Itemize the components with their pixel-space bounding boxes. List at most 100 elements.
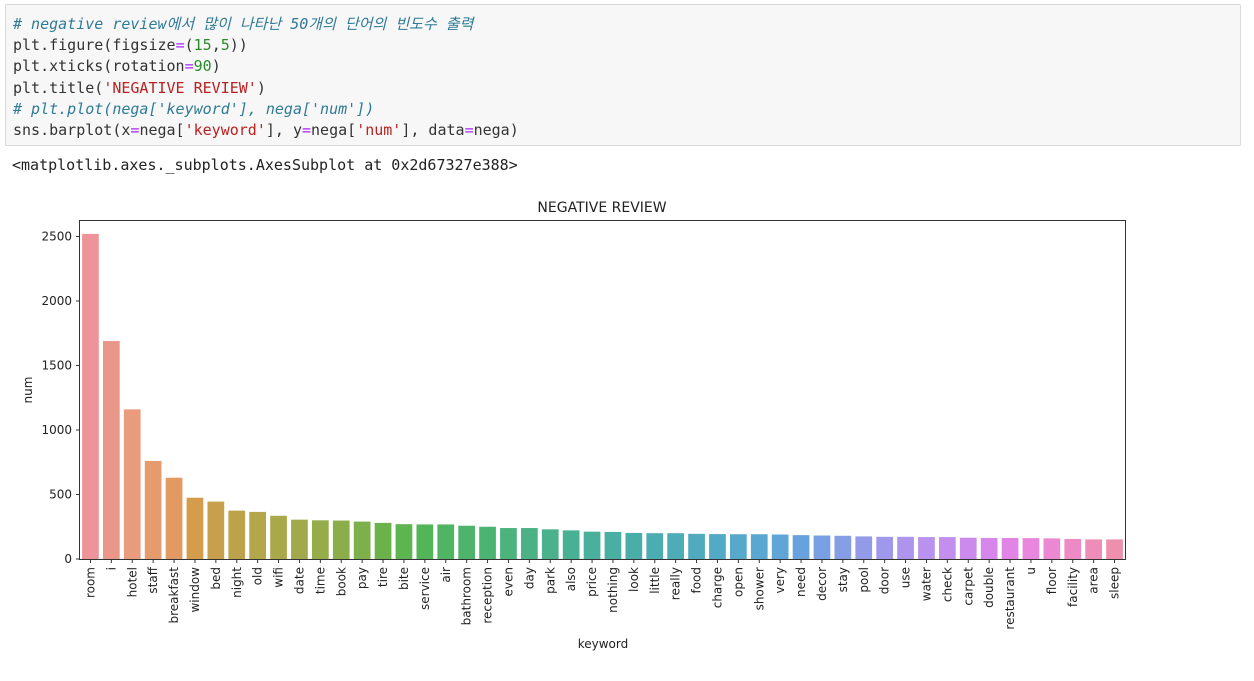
code-token: ], data: [401, 120, 465, 139]
x-tick-label: hotel: [125, 567, 139, 597]
bar-little: [646, 533, 664, 559]
bar-tire: [374, 522, 392, 559]
x-tick-label: old: [251, 567, 265, 585]
x-tick-label: day: [522, 567, 536, 589]
code-token: ): [211, 57, 221, 76]
bar-double: [980, 537, 998, 559]
bar-floor: [1043, 538, 1061, 559]
bar-chart: NEGATIVE REVIEW num keyword 0 500 1000 1500…: [21, 200, 1126, 651]
code-token: 'num': [356, 120, 402, 139]
code-line: # plt.plot(nega['keyword'], nega['num']): [13, 99, 519, 120]
bar-open: [729, 534, 747, 559]
bar-u: [1022, 538, 1040, 559]
x-tick-label: u: [1024, 567, 1038, 575]
bar-breakfast: [165, 477, 183, 559]
y-axis: 0 500 1000 1500 2000 2500: [41, 229, 80, 566]
code-token: plt.figure(figsize: [13, 36, 176, 55]
bar-nothing: [604, 531, 622, 559]
x-tick-label: service: [418, 567, 432, 610]
bar-stay: [834, 535, 852, 559]
x-tick-label: wifi: [272, 567, 286, 588]
bar-room: [82, 233, 99, 559]
code-token: (: [184, 36, 194, 55]
y-tick-label: 500: [49, 487, 72, 501]
x-tick-label: check: [940, 567, 954, 602]
x-tick-label: i: [104, 567, 118, 570]
x-tick-label: time: [313, 567, 327, 594]
x-axis-label: keyword: [578, 637, 629, 651]
bar-use: [897, 536, 914, 559]
bar-look: [625, 532, 643, 559]
y-tick-label: 2500: [41, 229, 72, 243]
x-tick-label: book: [334, 567, 348, 596]
y-axis-label: num: [21, 377, 35, 404]
x-tick-label: charge: [710, 567, 724, 608]
x-tick-label: nothing: [606, 567, 620, 613]
code-token: sns.barplot(x: [13, 120, 131, 139]
bar-bed: [207, 501, 225, 559]
x-tick-label: air: [439, 567, 453, 583]
bar-area: [1085, 539, 1103, 559]
code-line: sns.barplot(x=nega['keyword'], y=nega['n…: [13, 120, 519, 141]
code-cell-input[interactable]: # negative review에서 많이 나타난 50개의 단어의 빈도수 …: [5, 4, 1241, 146]
x-tick-label: need: [794, 567, 808, 597]
code-token: nega[: [311, 120, 357, 139]
x-tick-label: also: [564, 567, 578, 591]
code-token: 'NEGATIVE REVIEW': [103, 78, 257, 97]
code-line: plt.title('NEGATIVE REVIEW'): [13, 78, 519, 99]
code-editor[interactable]: # negative review에서 많이 나타난 50개의 단어의 빈도수 …: [13, 14, 519, 141]
x-tick-label: little: [648, 567, 662, 594]
bar-date: [291, 519, 308, 559]
x-tick-label: really: [669, 567, 683, 600]
code-token: =: [175, 36, 185, 55]
x-tick-label: decor: [815, 567, 829, 601]
x-tick-label: pay: [355, 567, 369, 589]
bar-sleep: [1106, 539, 1123, 559]
bar-decor: [813, 535, 831, 559]
x-tick-label: breakfast: [167, 567, 181, 624]
x-tick-label: sleep: [1108, 567, 1122, 599]
x-tick-label: reception: [481, 567, 495, 624]
x-tick-label: pool: [857, 567, 871, 593]
bar-old: [249, 511, 267, 559]
bar-bathroom: [458, 525, 476, 559]
x-tick-label: park: [543, 567, 557, 594]
code-token: # plt.plot(nega['keyword'], nega['num']): [13, 99, 375, 118]
bar-even: [500, 528, 517, 559]
x-tick-label: food: [690, 567, 704, 594]
bars-group: [82, 233, 1123, 559]
bar-very: [771, 534, 789, 559]
code-token: 90: [193, 57, 212, 76]
bar-bite: [395, 524, 413, 559]
x-tick-label: date: [292, 567, 306, 594]
code-token: nega): [473, 120, 519, 139]
x-tick-label: floor: [1045, 567, 1059, 594]
x-tick-label: bathroom: [460, 567, 474, 625]
code-line: # negative review에서 많이 나타난 50개의 단어의 빈도수 …: [13, 14, 519, 35]
x-tick-label: open: [731, 567, 745, 597]
code-line: plt.figure(figsize=(15,5)): [13, 35, 519, 56]
bar-time: [311, 520, 329, 559]
bar-i: [102, 340, 120, 559]
y-tick-label: 1000: [41, 423, 72, 437]
bar-shower: [750, 534, 768, 559]
plot-frame: [79, 220, 1126, 560]
y-tick-label: 2000: [41, 294, 72, 308]
y-tick-label: 0: [64, 552, 72, 566]
code-token: 15: [193, 36, 212, 55]
x-tick-label: staff: [146, 566, 160, 593]
x-axis: room i hotel staff breakfast window bed night ol…: [83, 559, 1122, 630]
x-tick-label: look: [627, 567, 641, 592]
bar-charge: [709, 534, 726, 559]
bar-day: [520, 528, 538, 559]
x-tick-label: door: [878, 567, 892, 594]
bar-park: [541, 529, 559, 559]
x-tick-label: area: [1087, 567, 1101, 594]
y-tick-label: 1500: [41, 358, 72, 372]
x-tick-label: bed: [209, 567, 223, 590]
x-tick-label: very: [773, 567, 787, 594]
x-tick-label: room: [83, 567, 97, 598]
x-tick-label: price: [585, 567, 599, 597]
bar-carpet: [959, 537, 977, 559]
code-token: plt.xticks(rotation: [13, 57, 185, 76]
